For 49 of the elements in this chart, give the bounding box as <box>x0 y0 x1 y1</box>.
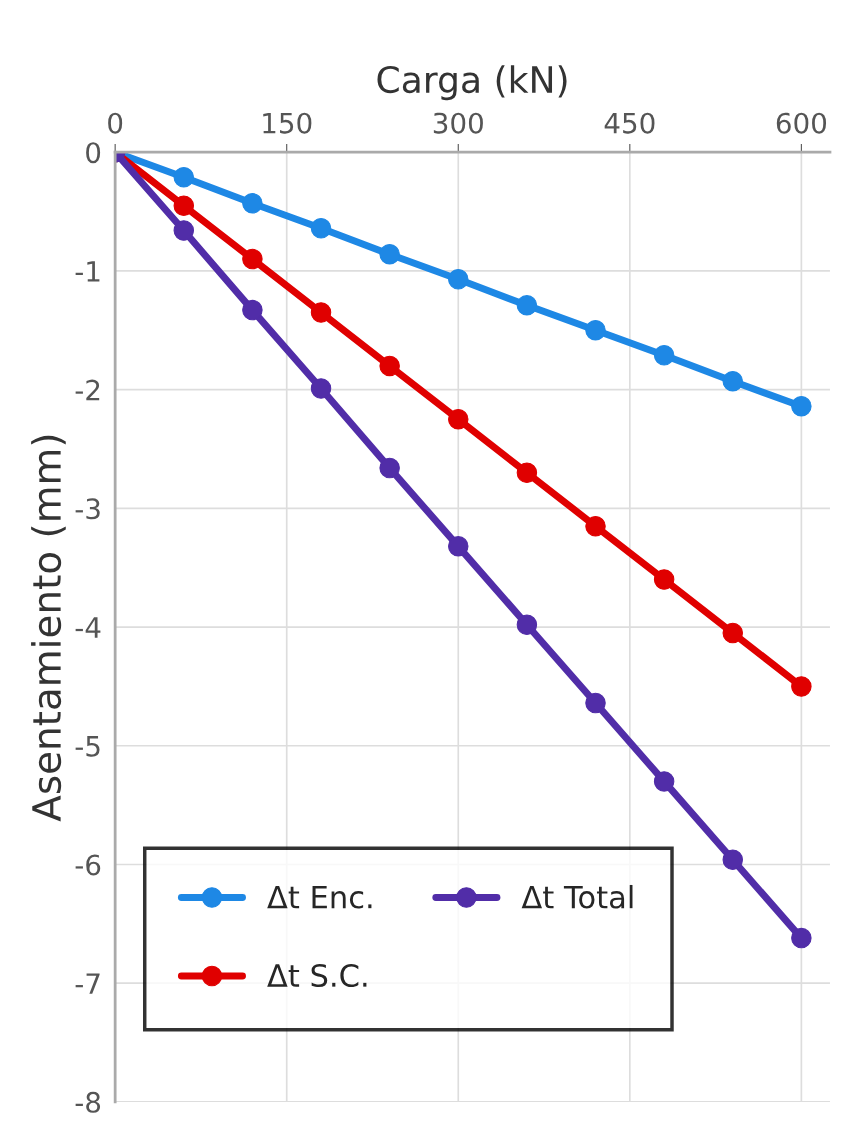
y-tick-label: -3 <box>75 498 100 520</box>
point <box>379 355 400 377</box>
y-axis-title: Asentamiento (mm) <box>31 435 66 822</box>
y-tick-label: -7 <box>75 973 100 994</box>
point <box>379 244 400 265</box>
point <box>242 248 263 270</box>
point <box>310 217 332 239</box>
x-tick-label: 150 <box>263 112 312 134</box>
point <box>791 927 812 949</box>
point <box>516 295 538 316</box>
point <box>791 396 812 417</box>
x-tick-label: 0 <box>108 112 123 134</box>
y-tick-label: -2 <box>75 379 100 401</box>
point <box>173 195 195 216</box>
point <box>653 771 675 792</box>
point <box>173 166 195 188</box>
legend-label: Δt Total <box>521 884 633 909</box>
point <box>653 344 675 366</box>
point <box>173 220 195 241</box>
y-tick-label: -8 <box>75 1091 101 1113</box>
point <box>722 849 743 870</box>
x-tick-label: 300 <box>433 112 483 134</box>
point <box>379 457 400 479</box>
y-tick-label: -1 <box>75 261 100 282</box>
point <box>722 622 743 644</box>
point <box>585 320 606 341</box>
point <box>448 269 469 290</box>
point <box>448 536 469 557</box>
x-tick-label: 450 <box>604 112 655 134</box>
point <box>516 614 538 635</box>
y-tick-label: 0 <box>86 142 101 164</box>
point <box>242 193 263 214</box>
point <box>722 371 743 392</box>
x-tick-label: 600 <box>776 112 827 134</box>
x-axis-title: Carga (kN) <box>377 65 567 101</box>
point <box>310 302 332 323</box>
y-tick-label: -6 <box>75 854 101 876</box>
y-tick-label: -4 <box>75 617 101 638</box>
point <box>653 569 675 590</box>
point <box>791 676 812 697</box>
point <box>242 299 263 321</box>
point <box>585 515 606 537</box>
legend-label: Δt S.C. <box>267 963 367 988</box>
point <box>585 692 606 714</box>
point <box>310 378 332 399</box>
point <box>516 462 538 483</box>
legend-label: Δt Enc. <box>267 885 372 909</box>
point <box>448 409 469 430</box>
y-tick-label: -5 <box>75 736 100 757</box>
